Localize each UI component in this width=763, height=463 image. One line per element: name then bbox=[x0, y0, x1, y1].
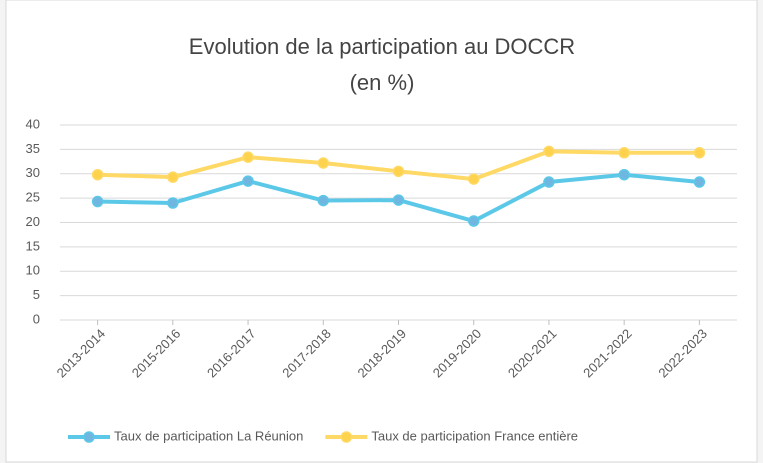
data-point bbox=[167, 171, 179, 183]
data-point bbox=[618, 147, 630, 159]
chart-area bbox=[5, 0, 758, 463]
data-point bbox=[392, 165, 405, 178]
y-tick-label: 5 bbox=[33, 287, 40, 302]
y-tick-label: 20 bbox=[26, 214, 40, 229]
y-tick-label: 30 bbox=[26, 165, 40, 180]
data-point bbox=[618, 168, 630, 181]
data-point bbox=[693, 147, 706, 159]
data-point bbox=[242, 175, 254, 187]
chart-subtitle: (en %) bbox=[350, 70, 415, 95]
data-point bbox=[91, 195, 104, 208]
legend-marker bbox=[83, 431, 95, 443]
data-point bbox=[91, 168, 104, 181]
y-tick-label: 10 bbox=[26, 263, 40, 278]
legend-label: Taux de participation La Réunion bbox=[114, 428, 303, 443]
data-point bbox=[467, 215, 480, 227]
y-tick-label: 25 bbox=[26, 190, 40, 205]
data-point bbox=[317, 194, 330, 207]
y-tick-label: 40 bbox=[26, 116, 40, 131]
data-point bbox=[317, 157, 330, 169]
legend-label: Taux de participation France entière bbox=[371, 428, 578, 443]
chart-title: Evolution de la participation au DOCCR bbox=[189, 34, 575, 59]
y-tick-label: 35 bbox=[26, 141, 40, 156]
data-point bbox=[392, 194, 405, 206]
data-point bbox=[543, 176, 555, 188]
data-point bbox=[467, 173, 480, 185]
legend-marker bbox=[340, 431, 353, 443]
y-tick-label: 0 bbox=[33, 311, 40, 326]
y-tick-label: 15 bbox=[26, 238, 40, 253]
data-point bbox=[543, 145, 555, 158]
data-point bbox=[242, 151, 254, 163]
data-point bbox=[693, 176, 706, 188]
data-point bbox=[167, 197, 179, 209]
